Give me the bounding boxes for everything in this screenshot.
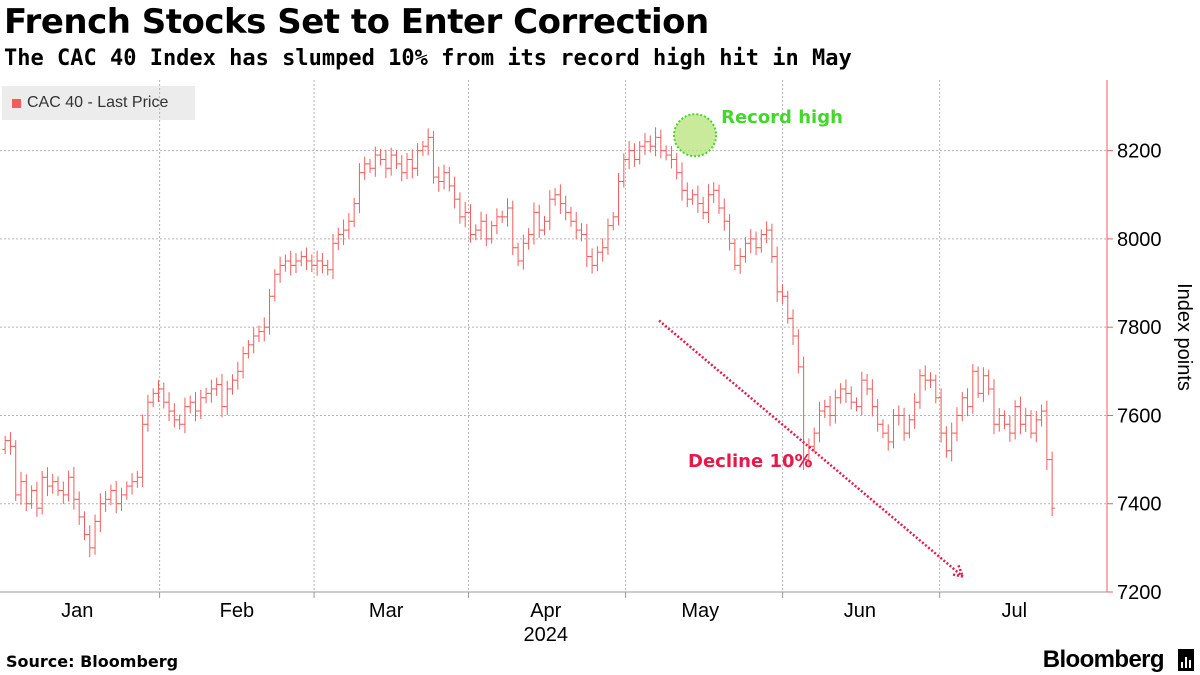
y-tick-label: 7800 [1117,317,1162,339]
x-year-label: 2024 [524,624,569,646]
decline-label: Decline 10% [688,451,813,472]
x-tick-label: May [681,600,719,622]
bloomberg-chart-icon [1178,649,1194,671]
y-tick-label: 7200 [1117,582,1162,604]
annotations: Record high Decline 10% [658,107,965,579]
legend-label: CAC 40 - Last Price [27,94,169,111]
x-tick-label: Jul [1002,600,1028,622]
decline-arrow [658,319,964,578]
source-note: Source: Bloomberg [6,652,179,671]
chart-subtitle: The CAC 40 Index has slumped 10% from it… [4,46,852,71]
legend-swatch [12,98,21,108]
x-tick-label: Feb [220,600,254,622]
y-axis-title: Index points [1173,283,1195,391]
y-tick-label: 8200 [1117,141,1162,163]
record-high-label: Record high [721,107,843,128]
x-tick-label: Mar [369,600,404,622]
price-bars [2,127,1056,558]
grid [0,80,1107,592]
x-tick-label: Jan [61,600,93,622]
y-tick-label: 7600 [1117,405,1162,427]
chart-title: French Stocks Set to Enter Correction [4,2,709,42]
y-tick-label: 7400 [1117,494,1162,516]
x-tick-label: Jun [844,600,876,622]
legend: CAC 40 - Last Price [2,86,195,120]
bloomberg-logo: Bloomberg [1042,646,1165,673]
x-tick-label: Apr [530,600,561,622]
decline-arrow-head [950,564,965,579]
record-high-circle [673,113,718,158]
axes: 7200 7400 7600 7800 8000 8200 Jan Feb Mar Apr May J… [0,80,1195,646]
y-tick-label: 8000 [1117,229,1162,251]
